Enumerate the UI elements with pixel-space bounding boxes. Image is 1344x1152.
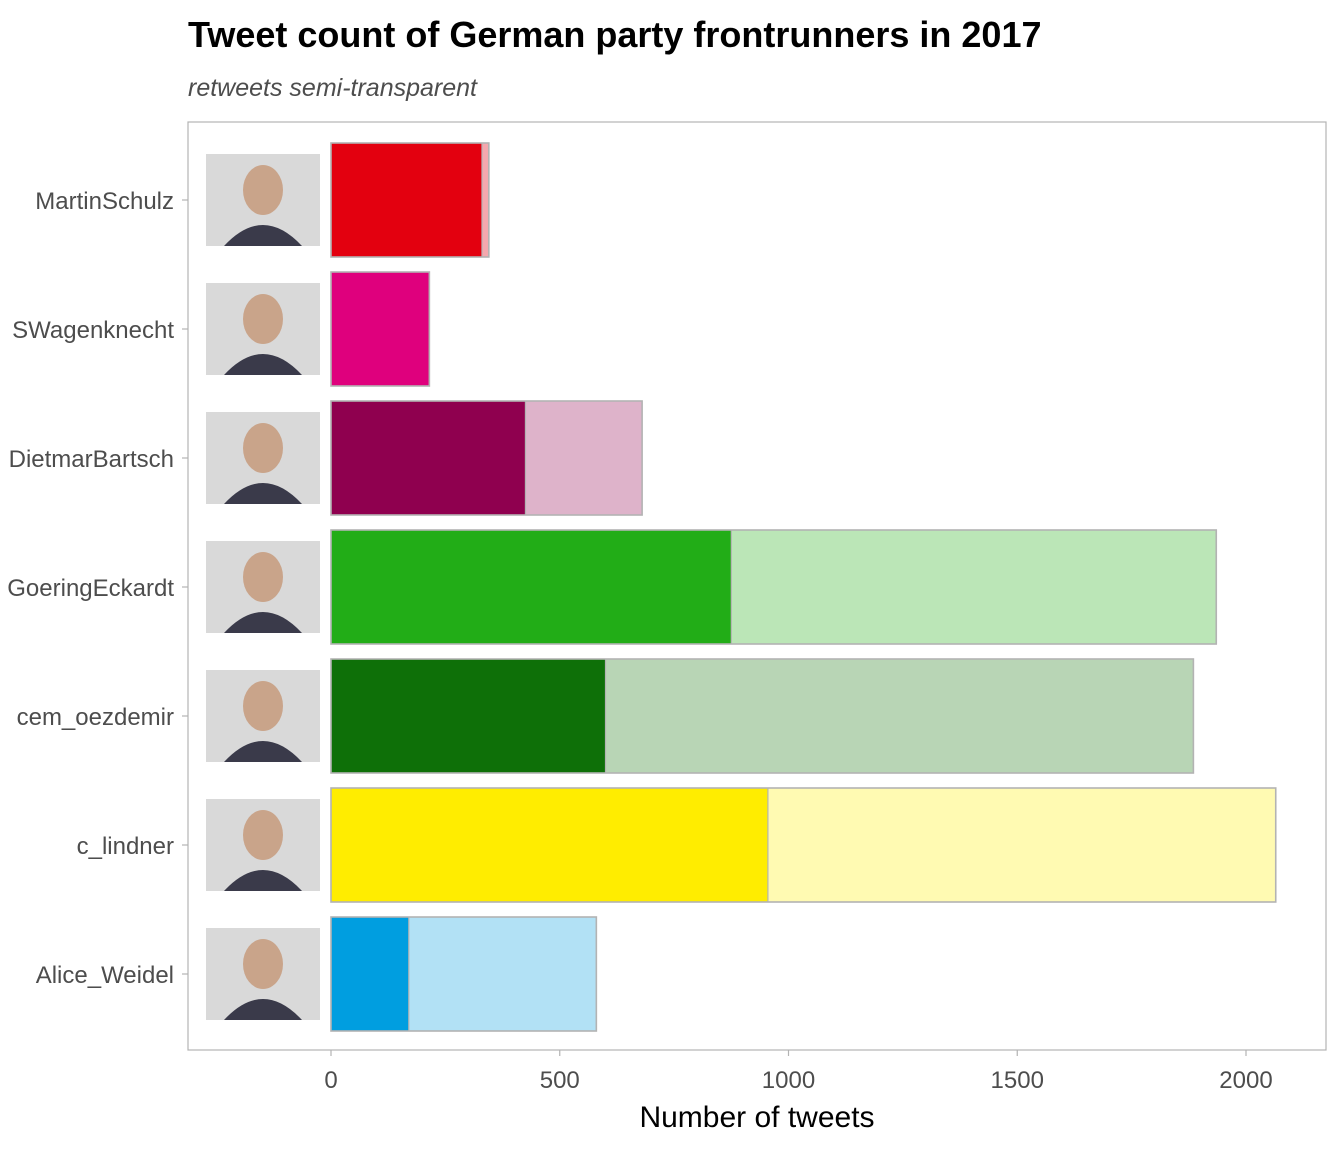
y-tick-label: c_lindner [77, 833, 174, 860]
y-tick-label: DietmarBartsch [9, 446, 174, 473]
bar-tweets [331, 530, 732, 644]
bar-tweets [331, 917, 409, 1031]
y-tick-label: Alice_Weidel [36, 962, 174, 989]
photo-alice-weidel [206, 928, 320, 1020]
photo-face [243, 810, 283, 860]
photo-christian-lindner [206, 799, 320, 891]
photo-face [243, 552, 283, 602]
plot-panel-border [187, 121, 1327, 1051]
bar-retweets [525, 401, 643, 515]
photo-face [243, 939, 283, 989]
bar-outline [330, 529, 1218, 645]
photo-face [243, 165, 283, 215]
bar-outline [330, 271, 431, 387]
photo-sahra-wagenknecht [206, 283, 320, 375]
x-axis-title: Number of tweets [639, 1101, 874, 1134]
photo-katrin-goering-eckardt [206, 541, 320, 633]
x-tick-label: 1000 [762, 1067, 815, 1094]
photo-shoulders [224, 741, 302, 762]
bar-tweets [331, 659, 606, 773]
photo-face [243, 294, 283, 344]
photo-cem-oezdemir [206, 670, 320, 762]
photo-shoulders [224, 870, 302, 891]
photo-dietmar-bartsch [206, 412, 320, 504]
photo-martin-schulz [206, 154, 320, 246]
chart-title: Tweet count of German party frontrunners… [188, 14, 1042, 55]
photo-shoulders [224, 612, 302, 633]
photo-shoulders [224, 999, 302, 1020]
y-tick-label: MartinSchulz [35, 188, 174, 215]
bar-outline [330, 787, 1277, 903]
photo-face [243, 423, 283, 473]
y-tick-label: SWagenknecht [12, 317, 174, 344]
bar-outline [330, 658, 1195, 774]
bar-outline [330, 916, 598, 1032]
bar-tweets [331, 143, 482, 257]
photo-shoulders [224, 483, 302, 504]
bar-retweets [408, 917, 597, 1031]
bar-outline [330, 400, 643, 516]
y-tick-label: cem_oezdemir [17, 704, 174, 731]
photo-face [243, 681, 283, 731]
chart-subtitle: retweets semi-transparent [188, 74, 478, 102]
x-tick-label: 2000 [1219, 1067, 1272, 1094]
bar-retweets [731, 530, 1217, 644]
bar-outline [330, 142, 490, 258]
x-tick-label: 1500 [991, 1067, 1044, 1094]
bar-tweets [331, 272, 430, 386]
bar-tweets [331, 788, 768, 902]
bar-tweets [331, 401, 526, 515]
bar-retweets [481, 143, 489, 257]
y-tick-label: GoeringEckardt [7, 575, 174, 602]
x-tick-label: 0 [324, 1067, 337, 1094]
bar-retweets [605, 659, 1194, 773]
photo-shoulders [224, 225, 302, 246]
x-tick-label: 500 [540, 1067, 580, 1094]
bar-retweets [767, 788, 1276, 902]
photo-shoulders [224, 354, 302, 375]
